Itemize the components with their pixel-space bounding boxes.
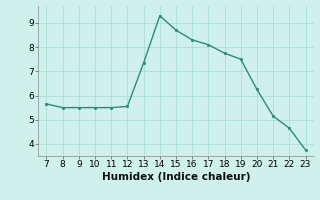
X-axis label: Humidex (Indice chaleur): Humidex (Indice chaleur) [102,172,250,182]
